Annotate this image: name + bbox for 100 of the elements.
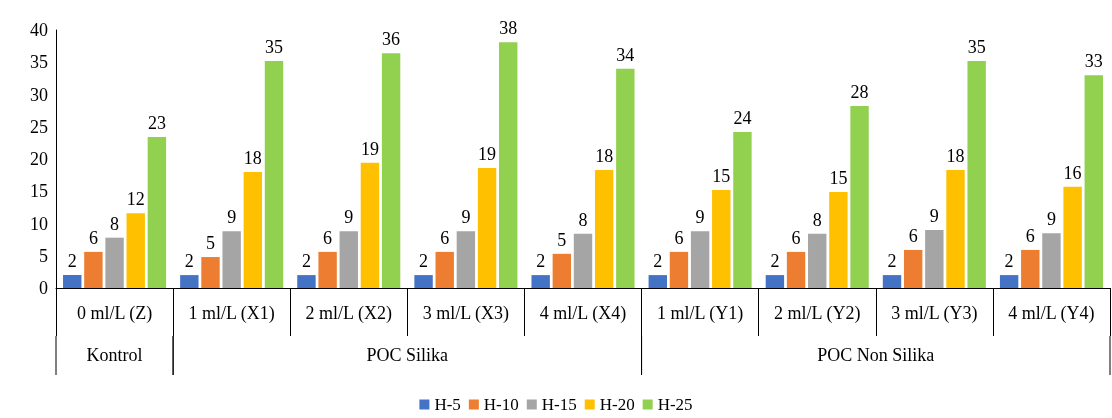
bar: [126, 213, 145, 288]
y-tick-label: 15: [30, 181, 48, 202]
bar: [339, 231, 358, 288]
bar: [925, 229, 944, 288]
bar: [903, 249, 923, 288]
bar: [264, 60, 284, 288]
data-label: 6: [323, 227, 333, 248]
data-label: 6: [908, 225, 918, 246]
text: Kontrol: [86, 345, 143, 365]
data-label: 16: [1063, 162, 1082, 183]
text: POC Silika: [366, 345, 449, 365]
data-label: 35: [967, 36, 986, 57]
bar: [690, 231, 710, 288]
bar: [594, 169, 614, 288]
bar: [499, 42, 518, 288]
bar: [318, 251, 337, 288]
legend-label: H-25: [657, 395, 693, 414]
data-label: 2: [67, 251, 77, 272]
bar: [552, 253, 572, 288]
text: POC Non Silika: [817, 345, 935, 365]
bar: [765, 275, 785, 288]
data-label: 2: [770, 251, 780, 272]
legend-label: H-10: [483, 395, 519, 414]
y-tick-label: 20: [30, 149, 48, 169]
bar: [946, 169, 965, 288]
data-label: 6: [88, 227, 98, 248]
data-label: 15: [712, 165, 731, 186]
y-tick-label: 40: [30, 20, 48, 40]
bar: [180, 275, 199, 288]
bar: [808, 233, 827, 288]
legend-label: H-5: [434, 395, 461, 414]
data-label: 9: [461, 207, 471, 228]
data-label: 9: [344, 207, 354, 228]
data-label: 6: [440, 227, 450, 248]
x-tick-label: 4 ml/L (Y4): [1008, 303, 1095, 324]
x-tick-label: 2 ml/L (Y2): [774, 303, 861, 324]
bar: [616, 68, 635, 288]
bar: [733, 131, 752, 288]
data-label: 38: [499, 18, 518, 39]
data-label: 2: [419, 251, 429, 272]
data-label: 2: [184, 251, 194, 272]
data-label: 34: [616, 44, 635, 65]
bar: [477, 168, 497, 288]
data-label: 12: [126, 189, 145, 210]
bar: [381, 53, 401, 288]
data-label: 15: [829, 167, 848, 188]
bar: [456, 231, 476, 288]
bar: [712, 189, 731, 288]
x-tick-label: 3 ml/L (Y3): [891, 303, 978, 324]
data-label: 6: [674, 227, 684, 248]
data-label: 2: [536, 251, 546, 272]
data-label: 9: [227, 207, 237, 228]
y-tick-label: 5: [39, 245, 48, 266]
data-label: 5: [206, 233, 215, 254]
x-tick-label: 1 ml/L (X1): [188, 303, 275, 324]
bar: [222, 231, 241, 288]
x-tick-label: 2 ml/L (X2): [305, 303, 392, 324]
data-label: 18: [595, 145, 614, 166]
data-label: 18: [243, 147, 262, 168]
legend-label: H-20: [599, 395, 635, 414]
bar: [84, 251, 103, 288]
data-label: 18: [946, 145, 965, 166]
bar: [243, 171, 263, 288]
y-tick-label: 0: [39, 278, 48, 298]
bar: [786, 251, 806, 288]
y-tick-label: 30: [30, 84, 48, 105]
bar: [297, 275, 316, 288]
bar: [999, 275, 1019, 288]
x-tick-label: 3 ml/L (X3): [422, 303, 510, 324]
data-label: 9: [695, 207, 705, 228]
data-label: 2: [653, 251, 663, 272]
legend-label: H-15: [541, 395, 577, 414]
x-tick-label: 0 ml/L (Z): [76, 303, 153, 324]
bar: [850, 106, 869, 288]
bar: [648, 275, 667, 288]
bar: [573, 233, 593, 288]
data-label: 5: [557, 229, 567, 250]
data-label: 19: [478, 144, 497, 165]
data-label: 8: [578, 209, 588, 230]
bar: [147, 137, 167, 288]
data-label: 2: [887, 251, 897, 272]
bar: [1021, 249, 1040, 288]
data-label: 33: [1084, 51, 1103, 72]
data-label: 35: [264, 36, 283, 57]
bar: [1063, 186, 1082, 288]
bar: [967, 60, 986, 288]
bar: [882, 275, 902, 288]
bar: [360, 162, 380, 288]
data-label: 2: [1004, 251, 1014, 272]
data-label: 28: [850, 82, 869, 103]
data-label: 36: [382, 29, 401, 50]
bar: [1084, 75, 1103, 288]
bar: [669, 251, 689, 288]
bar: [414, 275, 433, 288]
data-label: 8: [110, 213, 120, 234]
data-label: 23: [147, 113, 166, 134]
y-tick-label: 35: [30, 52, 48, 73]
bar: [201, 257, 220, 288]
y-tick-label: 10: [30, 213, 48, 234]
data-label: 8: [812, 209, 822, 230]
